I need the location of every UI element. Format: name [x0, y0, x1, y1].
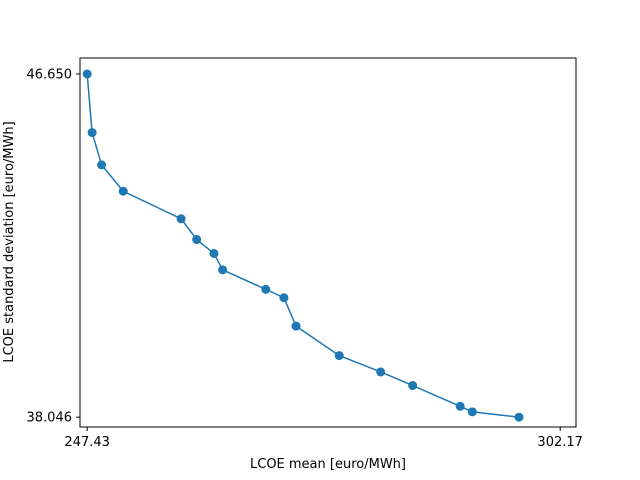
data-point — [408, 381, 418, 391]
plot-frame — [79, 57, 577, 428]
x-tick-label: 302.17 — [537, 435, 583, 450]
data-point — [87, 128, 97, 138]
axis-layer: 247.43 302.17 38.046 46.650 — [27, 67, 583, 450]
data-point — [376, 367, 386, 377]
data-point — [192, 235, 202, 245]
data-point — [118, 186, 128, 196]
data-point — [97, 160, 107, 170]
data-point — [514, 412, 524, 422]
y-tick-label: 46.650 — [27, 67, 73, 82]
data-point — [334, 351, 344, 361]
data-point — [467, 407, 477, 417]
data-point — [455, 401, 465, 411]
x-axis-label: LCOE mean [euro/MWh] — [250, 457, 406, 472]
y-axis-label: LCOE standard deviation [euro/MWh] — [2, 121, 17, 362]
data-point — [261, 284, 271, 294]
data-point — [209, 248, 219, 258]
series-layer — [82, 69, 524, 422]
y-tick-label: 38.046 — [27, 411, 73, 426]
data-point — [218, 265, 228, 275]
x-tick-label: 247.43 — [64, 435, 110, 450]
data-point — [176, 214, 186, 224]
data-point — [279, 293, 289, 303]
data-point — [82, 69, 92, 79]
plot-area — [80, 58, 576, 427]
data-point — [291, 321, 301, 331]
